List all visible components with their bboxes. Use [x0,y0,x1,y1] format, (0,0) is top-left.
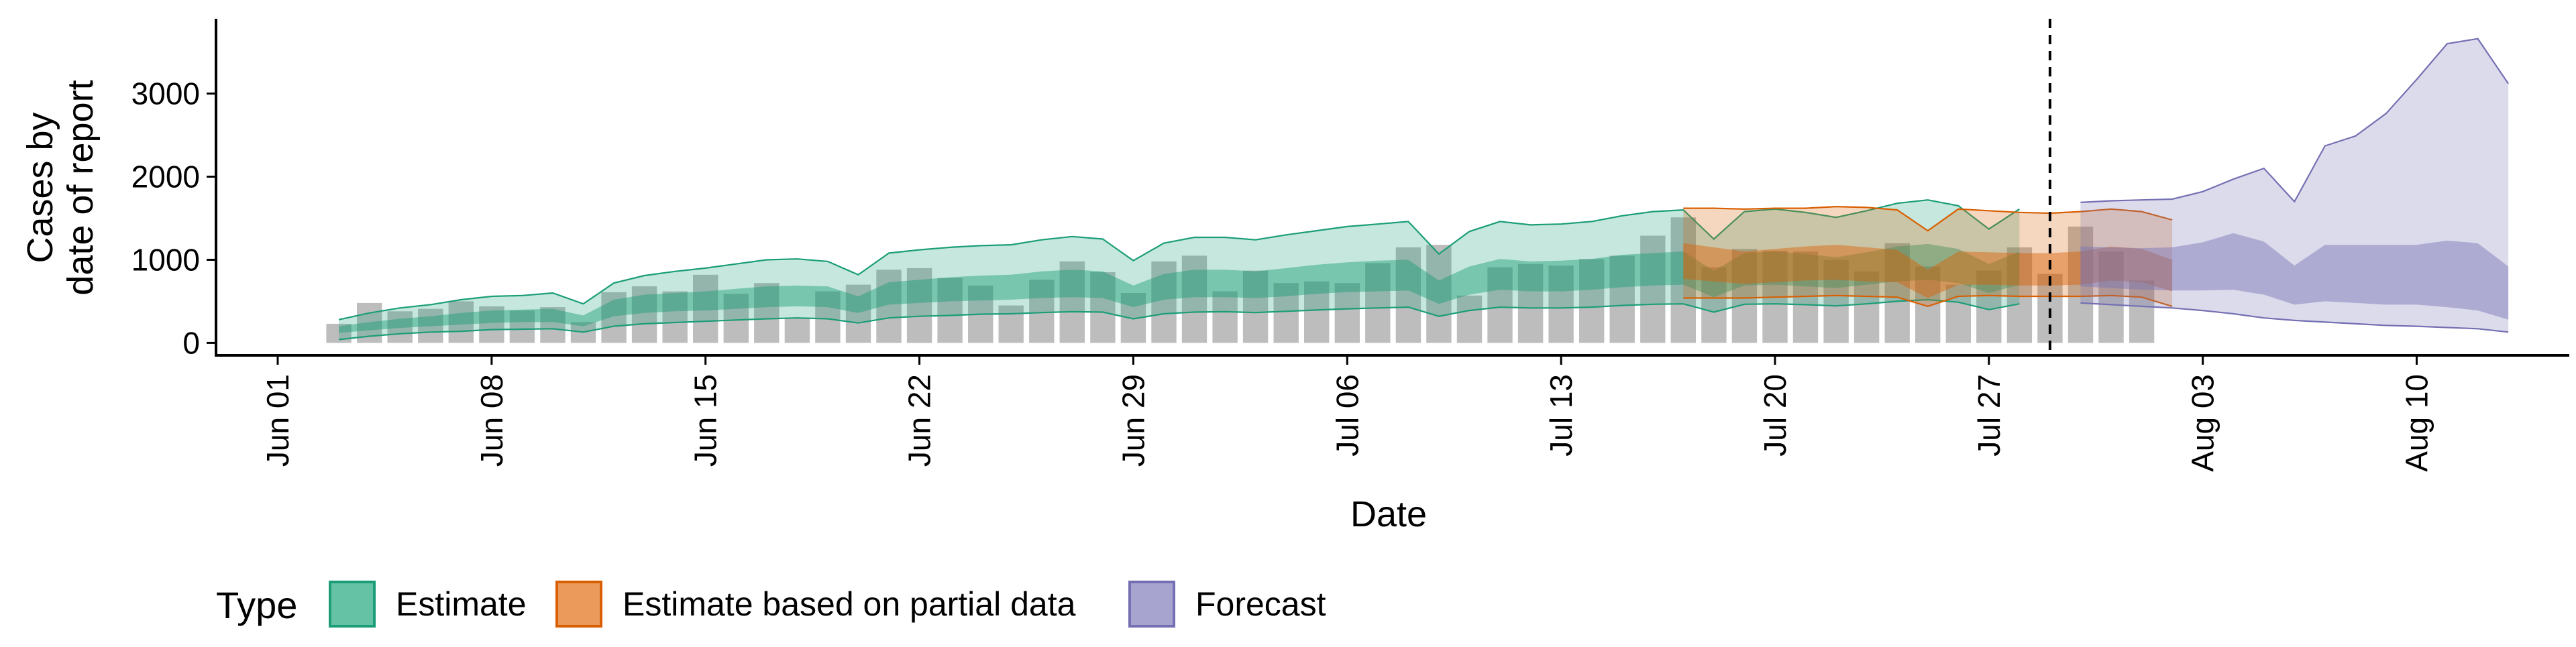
x-tick-label: Jun 08 [474,374,509,467]
reported-cases-bar [784,318,810,343]
reported-cases-bar [418,308,443,343]
reported-cases-bar [387,311,413,343]
reported-cases-bar [1731,249,1758,343]
x-tick-label: Jun 15 [688,374,723,467]
forecast-outer-interval [2080,38,2509,333]
reported-cases-bar [1976,270,2002,343]
estimate-based-on-partial-data-lower-bound-line [1683,294,2173,308]
reported-cases-bar [815,291,841,343]
y-axis-title: Cases bydate of report [20,80,101,295]
reported-cases-bar [1059,261,1085,343]
x-tick-label: Jul 06 [1330,374,1364,457]
reported-cases-bar [1395,247,1421,343]
reported-cases-bar [1517,263,1544,343]
reported-cases-bar [1884,243,1910,343]
x-tick-label: Jun 29 [1116,374,1150,467]
y-tick-label: 1000 [131,242,200,277]
estimate-series [338,199,2020,341]
reported-cases-bar [998,305,1024,343]
reported-cases-bar [845,284,871,343]
reported-cases-bar [693,274,718,343]
reported-cases-bar [2068,226,2094,343]
reported-cases-bar [2006,247,2033,343]
x-tick-label: Jul 13 [1544,374,1578,457]
y-axis-title-line: date of report [60,80,101,295]
reported-cases-bar [1640,235,1666,343]
y-axis-title-line: Cases by [20,112,60,263]
x-tick-label: Jul 20 [1758,374,1792,457]
reported-cases-bar [1426,245,1452,343]
reported-cases-bar [1487,267,1513,343]
legend-label: Estimate [396,585,527,623]
x-tick-label: Aug 10 [2400,374,2434,472]
reported-cases-bar [1181,255,1208,343]
reported-cases-bar [326,323,352,343]
reported-cases-bar [1701,267,1727,343]
reported-cases-bar [540,307,566,343]
legend-key [329,581,376,628]
legend-label: Forecast [1195,585,1326,623]
reported-cases-bar [1548,266,1574,343]
reported-cases-bar [1579,259,1605,343]
reported-cases-bar [876,270,902,343]
x-tick-label: Jun 22 [902,374,937,467]
reported-cases-bar [754,283,780,343]
estimate-upper-bound-line [338,199,2020,320]
reported-cases-bar [1915,266,1941,343]
reported-cases-bar [1670,217,1696,343]
reported-cases-bar [1334,283,1360,343]
reported-cases-bar [1823,259,1849,343]
estimate-based-on-partial-data-upper-bound-line [1683,205,2173,232]
forecast-series [2080,38,2510,333]
y-tick-label: 0 [182,325,200,360]
reported-cases-bar [1212,291,1238,343]
reported-cases-bar [1304,281,1330,343]
reported-cases-bar [1945,284,1971,343]
forecast-inner-interval [2080,233,2509,320]
y-tick-label: 3000 [131,76,200,111]
reported-cases-bar [631,286,657,343]
reported-cases-bar [1242,270,1269,343]
reported-cases-bar [479,306,504,343]
x-axis-title: Date [1350,494,1427,534]
estimate-outer-interval [339,200,2020,340]
reported-cases-bar [1365,263,1391,343]
reported-cases-bar [1151,261,1177,343]
reported-cases-bar [723,294,749,343]
forecast-upper-bound-line [2080,38,2510,203]
reported-cases-bar [1609,255,1635,343]
legend-key [555,581,602,628]
x-tick-label: Aug 03 [2186,374,2220,472]
x-tick-label: Jun 01 [260,374,295,467]
reported-cases-bar [1456,295,1483,343]
reported-cases-bar [937,278,963,343]
reported-cases-bar [2098,251,2124,343]
estimate-inner-interval [339,243,2020,333]
legend-title: Type [216,584,297,626]
legend-label: Estimate based on partial data [623,585,1076,623]
y-tick-label: 2000 [131,160,200,194]
reported-cases-bar [1854,271,1880,343]
reported-cases-bar [601,292,627,343]
axes: 0 1000 2000 3000 Jun 01 Jun 08 Jun 15 Jun 22 Jun… [20,19,2569,534]
reported-cases-bar [1090,272,1116,343]
legend-key [1128,581,1175,628]
reported-cases-bar [1029,280,1055,343]
reported-cases-bar [448,301,474,343]
reported-cases-bar [906,268,932,343]
legend: Type Estimate Estimate based on partial da… [216,581,1326,628]
reported-cases-bar [509,310,535,343]
plot-area [326,19,2510,355]
forecast-lower-bound-line [2080,302,2509,333]
reported-cases-bar [1273,283,1299,343]
reported-cases-bar [2129,280,2155,343]
x-tick-label: Jul 27 [1972,374,2006,457]
estimate-lower-bound-line [338,298,2020,341]
reported-cases-bar [662,291,688,343]
